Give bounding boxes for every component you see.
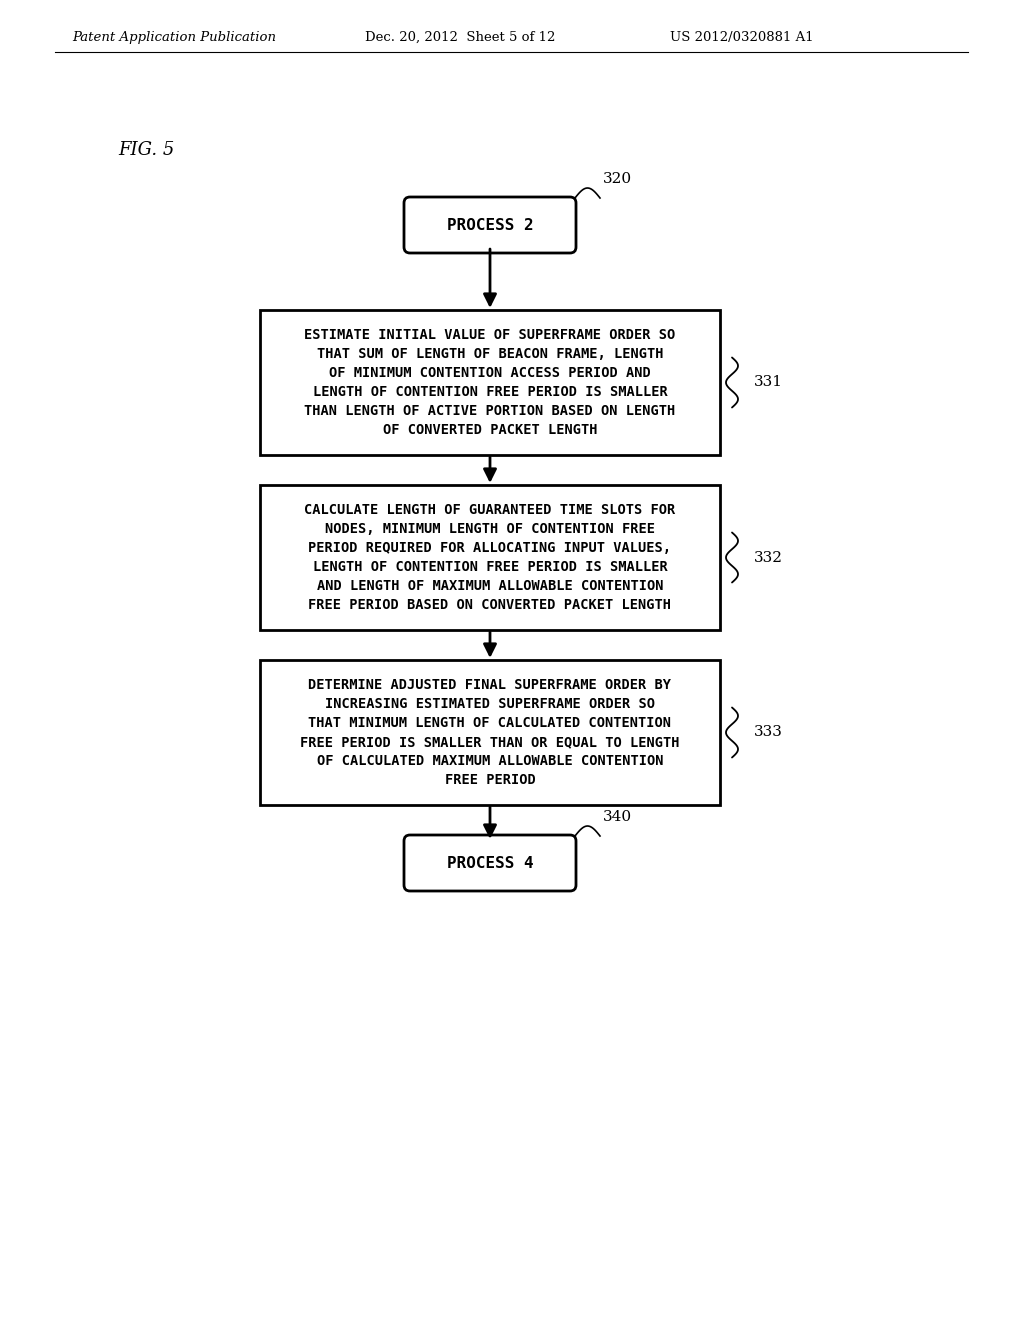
Text: 320: 320 [603, 172, 632, 186]
Text: PROCESS 2: PROCESS 2 [446, 218, 534, 232]
Text: Dec. 20, 2012  Sheet 5 of 12: Dec. 20, 2012 Sheet 5 of 12 [365, 30, 555, 44]
Text: Patent Application Publication: Patent Application Publication [72, 30, 276, 44]
Bar [260, 660, 720, 805]
Text: 333: 333 [754, 726, 783, 739]
Text: ESTIMATE INITIAL VALUE OF SUPERFRAME ORDER SO
THAT SUM OF LENGTH OF BEACON FRAME: ESTIMATE INITIAL VALUE OF SUPERFRAME ORD… [304, 329, 676, 437]
Text: FIG. 5: FIG. 5 [118, 141, 174, 158]
Text: DETERMINE ADJUSTED FINAL SUPERFRAME ORDER BY
INCREASING ESTIMATED SUPERFRAME ORD: DETERMINE ADJUSTED FINAL SUPERFRAME ORDE… [300, 678, 680, 787]
FancyBboxPatch shape [404, 836, 575, 891]
Text: PROCESS 4: PROCESS 4 [446, 855, 534, 870]
Text: 332: 332 [754, 550, 783, 565]
Bar [260, 310, 720, 455]
Bar [260, 484, 720, 630]
FancyBboxPatch shape [404, 197, 575, 253]
Text: 340: 340 [603, 810, 632, 824]
Text: 331: 331 [754, 375, 783, 389]
Text: US 2012/0320881 A1: US 2012/0320881 A1 [670, 30, 814, 44]
Text: CALCULATE LENGTH OF GUARANTEED TIME SLOTS FOR
NODES, MINIMUM LENGTH OF CONTENTIO: CALCULATE LENGTH OF GUARANTEED TIME SLOT… [304, 503, 676, 612]
